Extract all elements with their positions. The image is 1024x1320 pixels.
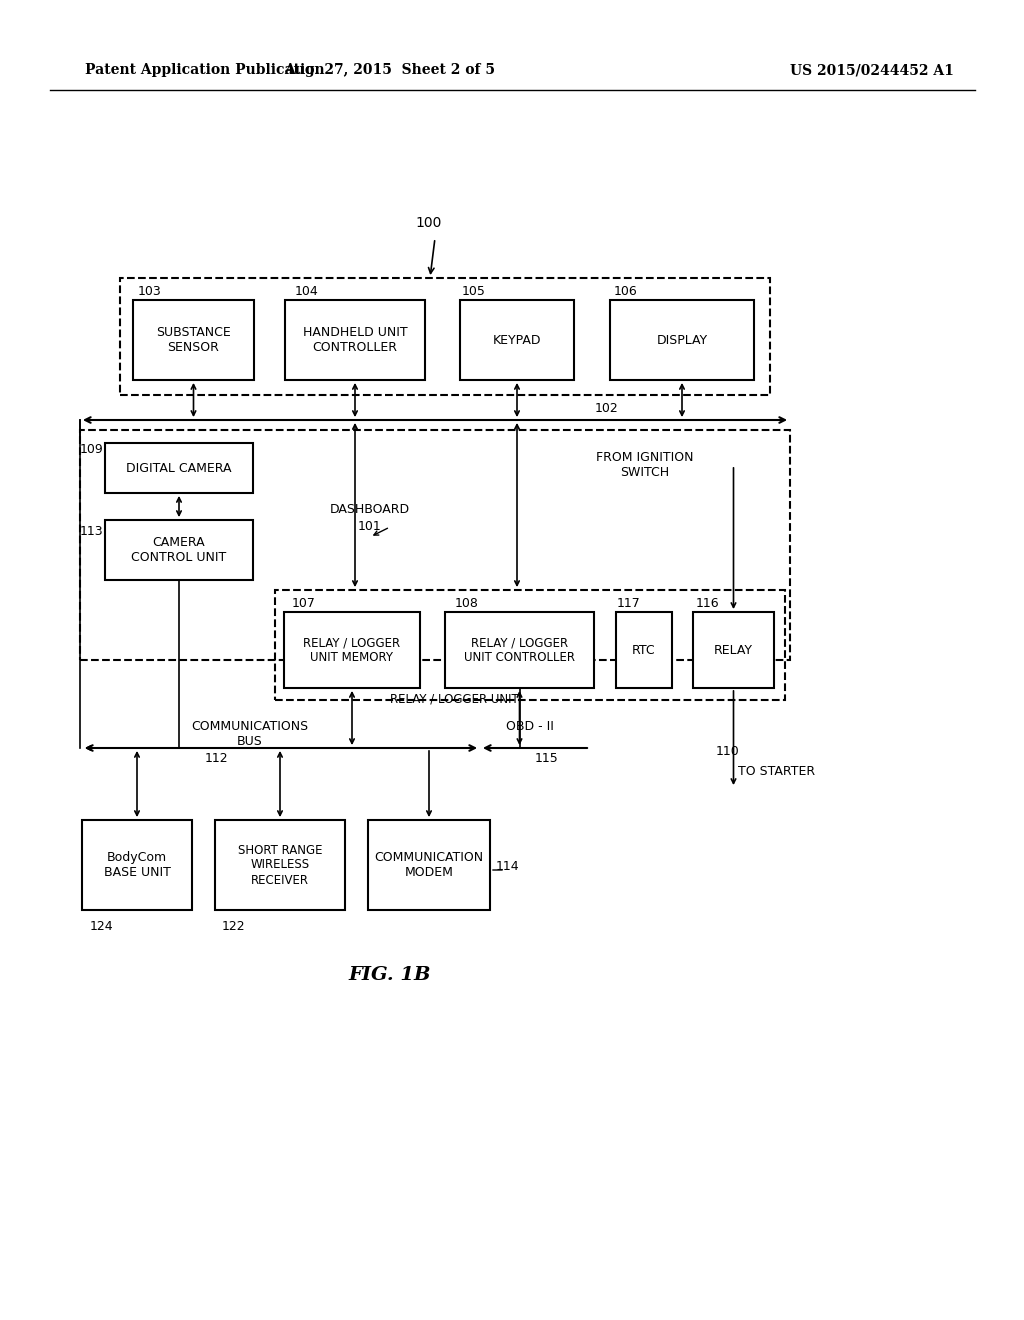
- Text: RELAY / LOGGER UNIT: RELAY / LOGGER UNIT: [390, 693, 519, 706]
- Text: 106: 106: [614, 285, 638, 298]
- Text: DISPLAY: DISPLAY: [656, 334, 708, 346]
- Text: RELAY: RELAY: [714, 644, 753, 656]
- Bar: [80, 430, 790, 660]
- Bar: [285, 300, 425, 380]
- Text: 122: 122: [222, 920, 246, 933]
- Text: 101: 101: [358, 520, 382, 533]
- Text: OBD - II: OBD - II: [506, 719, 554, 733]
- Text: 108: 108: [455, 597, 479, 610]
- Text: 109: 109: [80, 444, 103, 455]
- Text: 114: 114: [496, 861, 519, 873]
- Text: RELAY / LOGGER
UNIT CONTROLLER: RELAY / LOGGER UNIT CONTROLLER: [464, 636, 575, 664]
- Bar: [82, 820, 193, 909]
- Bar: [693, 612, 774, 688]
- Text: 103: 103: [138, 285, 162, 298]
- Bar: [275, 590, 785, 700]
- Text: DASHBOARD: DASHBOARD: [330, 503, 410, 516]
- Text: BUS: BUS: [238, 735, 263, 748]
- Bar: [368, 820, 490, 909]
- Bar: [133, 300, 254, 380]
- Bar: [460, 300, 574, 380]
- Bar: [616, 612, 672, 688]
- Text: CAMERA
CONTROL UNIT: CAMERA CONTROL UNIT: [131, 536, 226, 564]
- Bar: [445, 612, 594, 688]
- Text: 110: 110: [716, 744, 739, 758]
- Text: 102: 102: [595, 403, 618, 414]
- Bar: [105, 444, 253, 492]
- Text: BodyCom
BASE UNIT: BodyCom BASE UNIT: [103, 851, 170, 879]
- Text: 107: 107: [292, 597, 315, 610]
- Text: DIGITAL CAMERA: DIGITAL CAMERA: [126, 462, 231, 474]
- Text: COMMUNICATION
MODEM: COMMUNICATION MODEM: [375, 851, 483, 879]
- Text: RELAY / LOGGER
UNIT MEMORY: RELAY / LOGGER UNIT MEMORY: [303, 636, 400, 664]
- Text: Aug. 27, 2015  Sheet 2 of 5: Aug. 27, 2015 Sheet 2 of 5: [285, 63, 496, 77]
- Bar: [215, 820, 345, 909]
- Text: HANDHELD UNIT
CONTROLLER: HANDHELD UNIT CONTROLLER: [303, 326, 408, 354]
- Text: 112: 112: [205, 752, 228, 766]
- Text: TO STARTER: TO STARTER: [738, 766, 816, 777]
- Text: US 2015/0244452 A1: US 2015/0244452 A1: [790, 63, 954, 77]
- Text: 100: 100: [415, 216, 441, 230]
- Text: 104: 104: [295, 285, 318, 298]
- Text: FROM IGNITION
SWITCH: FROM IGNITION SWITCH: [596, 451, 693, 479]
- Bar: [105, 520, 253, 579]
- Text: SUBSTANCE
SENSOR: SUBSTANCE SENSOR: [156, 326, 230, 354]
- Text: 116: 116: [696, 597, 720, 610]
- Text: 105: 105: [462, 285, 485, 298]
- Text: 115: 115: [535, 752, 559, 766]
- Text: 124: 124: [90, 920, 114, 933]
- Text: 113: 113: [80, 525, 103, 539]
- Text: SHORT RANGE
WIRELESS
RECEIVER: SHORT RANGE WIRELESS RECEIVER: [238, 843, 323, 887]
- Text: RTC: RTC: [632, 644, 655, 656]
- Bar: [120, 279, 770, 395]
- Bar: [610, 300, 754, 380]
- Text: Patent Application Publication: Patent Application Publication: [85, 63, 325, 77]
- Text: 117: 117: [617, 597, 641, 610]
- Bar: [284, 612, 420, 688]
- Text: COMMUNICATIONS: COMMUNICATIONS: [191, 719, 308, 733]
- Text: FIG. 1B: FIG. 1B: [349, 966, 431, 983]
- Text: KEYPAD: KEYPAD: [493, 334, 542, 346]
